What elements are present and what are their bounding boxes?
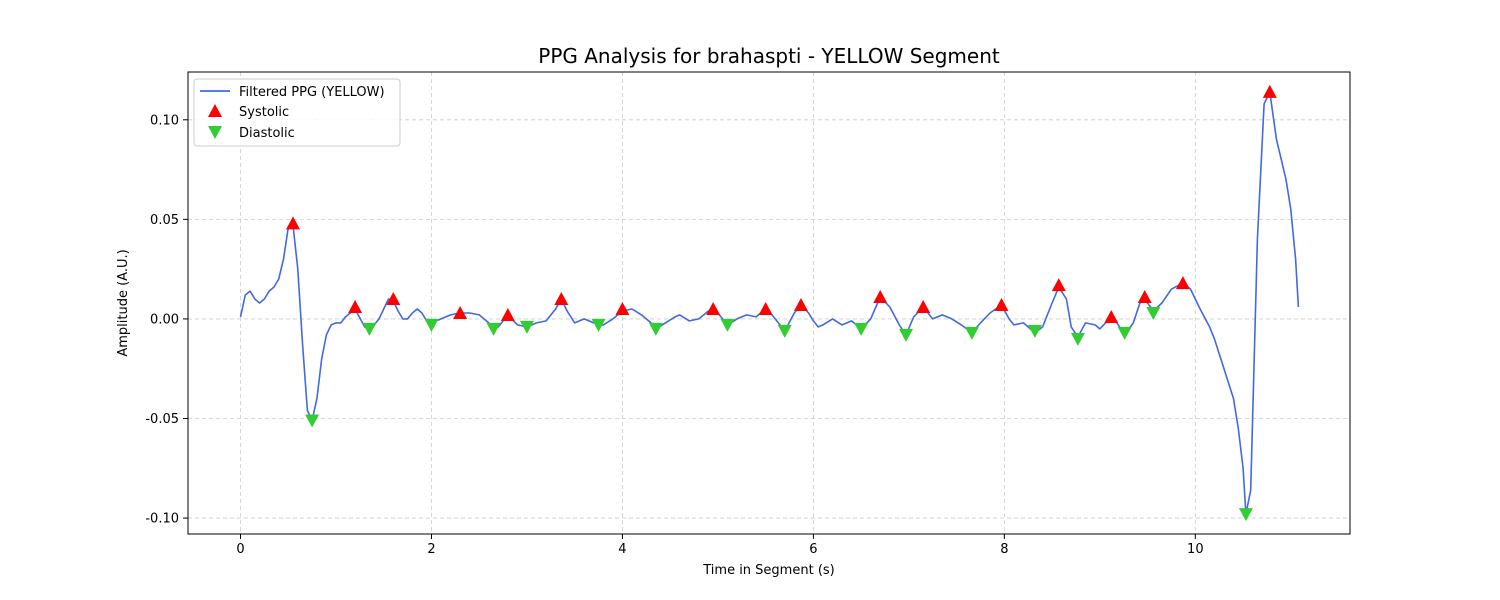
x-tick-label: 8 bbox=[1000, 542, 1008, 557]
x-tick-label: 2 bbox=[427, 542, 435, 557]
diastolic-marker bbox=[424, 318, 439, 332]
systolic-marker bbox=[793, 297, 808, 311]
systolic-marker bbox=[873, 290, 888, 304]
systolic-marker bbox=[1104, 309, 1119, 323]
systolic-marker bbox=[500, 307, 515, 321]
y-tick-label: 0.05 bbox=[150, 213, 179, 228]
legend-label-line: Filtered PPG (YELLOW) bbox=[239, 85, 385, 100]
diastolic-marker bbox=[777, 324, 792, 338]
diastolic-marker bbox=[720, 318, 735, 332]
x-tick-label: 10 bbox=[1187, 542, 1204, 557]
systolic-marker bbox=[1262, 84, 1277, 98]
systolic-marker bbox=[615, 301, 630, 315]
diastolic-marker bbox=[648, 322, 663, 336]
diastolic-marker bbox=[591, 318, 606, 332]
chart-title: PPG Analysis for brahaspti - YELLOW Segm… bbox=[538, 44, 1000, 68]
x-axis-label: Time in Segment (s) bbox=[702, 563, 834, 578]
grid bbox=[188, 72, 1350, 534]
legend-box bbox=[193, 78, 401, 147]
systolic-marker bbox=[706, 301, 721, 315]
systolic-marker bbox=[286, 216, 301, 230]
y-tick-label: 0.00 bbox=[150, 312, 179, 327]
systolic-marker bbox=[1137, 290, 1152, 304]
systolic-marker bbox=[758, 301, 773, 315]
y-axis-label: Amplitude (A.U.) bbox=[116, 249, 131, 356]
diastolic-marker bbox=[1027, 324, 1042, 338]
diastolic-marker bbox=[486, 322, 501, 336]
legend: Filtered PPG (YELLOW) Systolic Diastolic bbox=[193, 78, 401, 147]
legend-systolic-marker bbox=[208, 104, 222, 117]
legend-diastolic-marker bbox=[208, 126, 222, 139]
diastolic-marker bbox=[854, 322, 869, 336]
systolic-marker bbox=[1175, 276, 1190, 290]
diastolic-marker bbox=[1070, 332, 1085, 346]
diastolic-marker bbox=[964, 326, 979, 340]
legend-label-diastolic: Diastolic bbox=[239, 126, 295, 141]
systolic-marker bbox=[554, 292, 569, 306]
systolic-marker bbox=[453, 305, 468, 319]
systolic-marker bbox=[386, 292, 401, 306]
systolic-marker bbox=[916, 299, 931, 313]
diastolic-marker bbox=[305, 414, 320, 428]
diastolic-marker bbox=[899, 328, 914, 342]
plot-area bbox=[239, 84, 1300, 522]
systolic-marker bbox=[348, 299, 363, 313]
axes: 0 2 4 6 8 10 -0.10 -0.05 0.00 0.05 0.10 bbox=[145, 113, 1203, 557]
diastolic-marker bbox=[1117, 326, 1132, 340]
y-tick-label: -0.10 bbox=[145, 512, 179, 527]
diastolic-marker bbox=[362, 322, 377, 336]
diastolic-marker bbox=[519, 320, 534, 334]
plot-frame bbox=[187, 71, 1351, 535]
systolic-marker bbox=[994, 297, 1009, 311]
legend-label-systolic: Systolic bbox=[239, 105, 289, 120]
x-tick-label: 4 bbox=[618, 542, 626, 557]
x-tick-label: 6 bbox=[809, 542, 817, 557]
diastolic-marker bbox=[1146, 306, 1161, 320]
diastolic-marker bbox=[1238, 508, 1253, 522]
y-tick-label: -0.05 bbox=[145, 412, 179, 427]
x-tick-label: 0 bbox=[236, 542, 244, 557]
y-tick-label: 0.10 bbox=[150, 113, 179, 128]
systolic-marker bbox=[1051, 278, 1066, 292]
